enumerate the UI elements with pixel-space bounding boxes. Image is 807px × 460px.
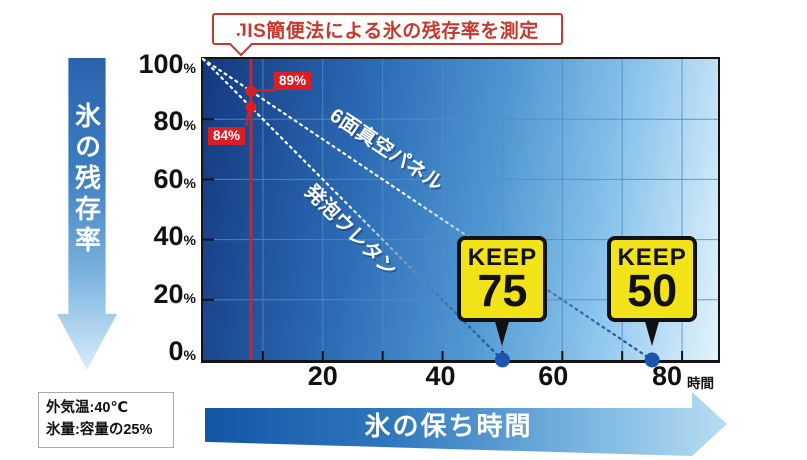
keep-50-badge: KEEP 50 (607, 236, 698, 346)
percent-sign: % (183, 117, 196, 134)
keep-badge-hours: 75 (477, 264, 528, 316)
condition-temperature: 外気温:40℃ (46, 400, 129, 416)
chart-title: JIS簡便法による氷の残存率を測定 (236, 20, 539, 42)
y-tick-label-80: 80% (153, 106, 197, 137)
percent-sign: % (183, 232, 196, 249)
series-label: 発泡ウレタン (299, 178, 402, 281)
x-axis-arrow: 氷の保ち時間 (205, 392, 727, 456)
measurement-dot (245, 85, 257, 97)
percent-sign: % (183, 289, 196, 306)
keep-badge-word: KEEP (467, 243, 538, 271)
y-tick-label-40: 40% (153, 221, 197, 252)
measurement-dot (245, 101, 257, 113)
condition-ice-amount: 氷量:容量の25% (46, 421, 153, 438)
test-conditions-box: 外気温:40℃ 氷量:容量の25% (38, 392, 174, 448)
y-tick-label-60: 60% (153, 163, 197, 194)
y-axis-arrow-label: 氷の残存率 (71, 102, 102, 257)
percent-sign: % (183, 174, 196, 191)
keep-badge-pointer (494, 318, 511, 346)
keep-badge-hours: 50 (627, 264, 678, 316)
y-axis-arrow: 氷の残存率 (57, 58, 117, 370)
x-axis-arrow-label: 氷の保ち時間 (364, 410, 533, 441)
keep-75-badge: KEEP 75 (457, 236, 548, 346)
endpoint-dot-75h (644, 352, 660, 368)
chart-title-callout: JIS簡便法による氷の残存率を測定 (212, 13, 563, 45)
percent-sign: % (183, 60, 196, 76)
callout-connector-84 (245, 109, 250, 127)
measurement-label-vacuum-panel: 89% (274, 72, 312, 90)
y-tick-label-100: 100% (138, 49, 196, 79)
x-tick-label-40: 40 (425, 361, 456, 391)
keep-badge-pointer (644, 318, 661, 346)
percent-sign: % (183, 347, 196, 363)
measurement-label-urethane: 84% (208, 127, 246, 145)
x-axis-unit: 時間 (687, 376, 714, 391)
series-line-vacuum-panel (201, 57, 654, 362)
x-tick-label-20: 20 (307, 361, 338, 391)
x-tick-label-60: 60 (538, 361, 569, 391)
keep-badge-word: KEEP (617, 243, 687, 271)
x-tick-label-80: 80 (652, 361, 683, 391)
y-tick-label-0: 0% (168, 336, 196, 366)
endpoint-dot-50h (494, 352, 510, 368)
y-tick-label-20: 20% (153, 278, 197, 309)
